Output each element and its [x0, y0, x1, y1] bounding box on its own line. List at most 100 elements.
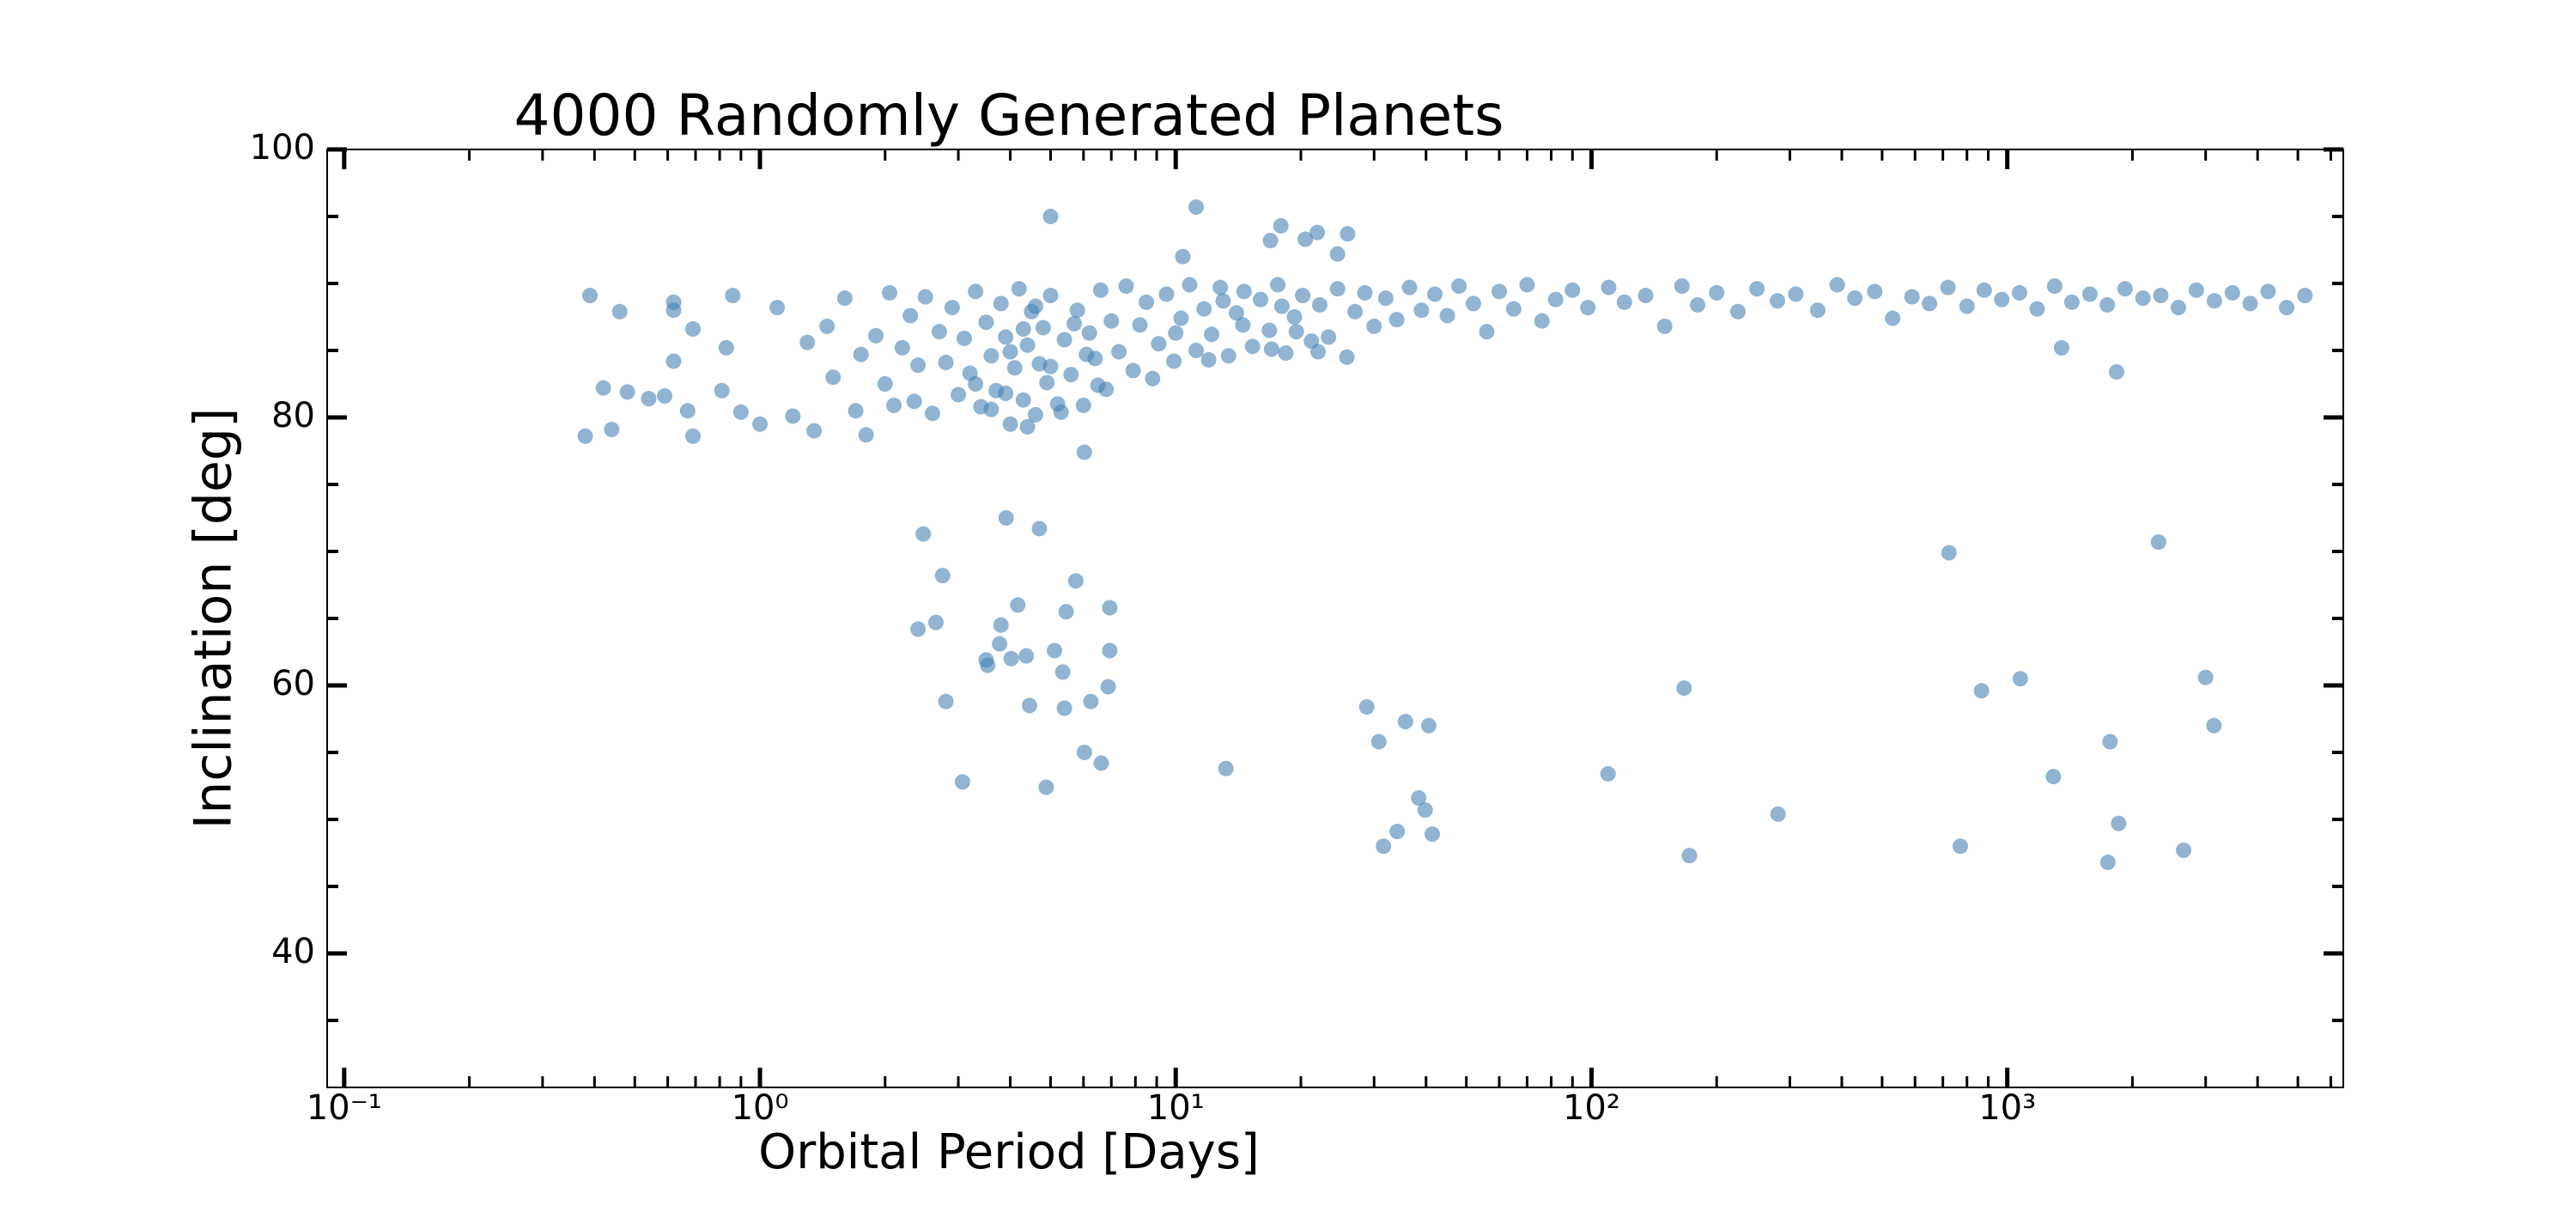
point [1102, 600, 1118, 616]
point [915, 526, 932, 542]
x-tick-label: 10⁰ [732, 1088, 789, 1128]
point [1637, 288, 1654, 304]
point [1042, 209, 1059, 224]
point [1286, 309, 1303, 325]
point [1039, 374, 1055, 391]
point [1027, 406, 1043, 423]
y-tick-label: 100 [250, 128, 315, 167]
point [1329, 246, 1346, 262]
point [1847, 290, 1863, 307]
point [595, 380, 611, 396]
point [806, 423, 823, 439]
point [1158, 286, 1175, 302]
point [1547, 291, 1564, 308]
point [917, 289, 933, 305]
point [1019, 337, 1036, 353]
point [1809, 302, 1826, 319]
point [1273, 298, 1290, 314]
point [1035, 320, 1051, 336]
point [1056, 332, 1072, 348]
point [819, 318, 835, 334]
point [2197, 669, 2214, 685]
point [1215, 293, 1231, 309]
point [968, 283, 984, 300]
point [1018, 648, 1035, 664]
point [1922, 295, 1938, 312]
point [1479, 324, 1495, 340]
point [1580, 300, 1596, 316]
point [2188, 282, 2204, 298]
point [944, 300, 960, 316]
point [1295, 288, 1311, 304]
point [1145, 370, 1161, 387]
point [1253, 291, 1269, 308]
point [1188, 343, 1205, 358]
point [853, 346, 869, 362]
point [1078, 346, 1095, 362]
point [1075, 397, 1091, 413]
point [993, 617, 1009, 633]
point [1564, 282, 1581, 298]
point [1244, 338, 1261, 355]
x-tick-label: 10³ [1978, 1088, 2036, 1128]
point [732, 404, 749, 420]
point [1885, 310, 1901, 326]
point [1417, 802, 1433, 819]
point [1263, 341, 1279, 357]
point [906, 393, 922, 410]
point [2135, 290, 2151, 307]
point [1788, 286, 1804, 302]
point [1310, 344, 1327, 360]
point [2150, 534, 2166, 551]
point [1397, 714, 1413, 730]
point [1676, 680, 1692, 697]
point [836, 290, 853, 307]
point [1278, 345, 1294, 362]
point [2099, 296, 2116, 313]
point [2224, 284, 2240, 301]
point [1056, 700, 1072, 716]
point [1002, 344, 1018, 360]
point [1063, 367, 1079, 383]
point [978, 314, 994, 331]
point [934, 568, 951, 584]
point [2063, 294, 2080, 310]
point [1111, 344, 1127, 360]
point [992, 636, 1008, 652]
point [983, 348, 999, 364]
point [1769, 293, 1785, 309]
point [1309, 224, 1326, 241]
point [1465, 295, 1481, 312]
point [902, 308, 919, 324]
point [1132, 317, 1148, 333]
point [1173, 310, 1189, 326]
point [1270, 277, 1286, 293]
points [577, 199, 2313, 870]
point [2175, 842, 2191, 858]
point [577, 428, 593, 444]
point [1377, 290, 1394, 307]
point [1151, 336, 1167, 352]
point [1261, 322, 1278, 338]
point [2260, 283, 2276, 300]
point [1339, 349, 1355, 365]
point [1976, 282, 1992, 298]
point [968, 376, 984, 392]
point [1311, 296, 1327, 313]
point [998, 385, 1014, 401]
point [1388, 312, 1405, 328]
point [1002, 416, 1018, 432]
point [1451, 278, 1467, 295]
point [1973, 683, 1990, 699]
point [2297, 288, 2313, 304]
point [582, 288, 598, 304]
point [1329, 281, 1346, 297]
point [2053, 339, 2069, 356]
point [1616, 294, 1632, 310]
point [1125, 362, 1141, 379]
point [910, 357, 927, 374]
chart-title: 4000 Randomly Generated Planets [514, 82, 1504, 149]
point [2012, 671, 2028, 687]
